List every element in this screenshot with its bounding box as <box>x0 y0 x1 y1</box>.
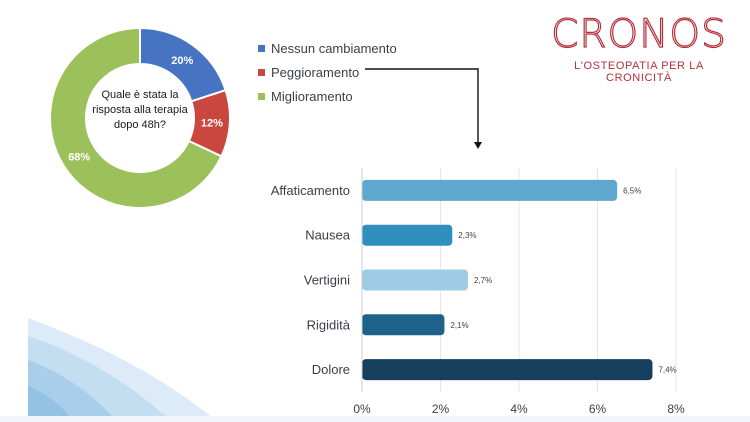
decorative-swoosh <box>28 318 218 422</box>
donut-slice-label: 68% <box>68 152 90 164</box>
legend-label: Peggioramento <box>271 64 360 80</box>
bar-value-label: 2,3% <box>458 231 476 240</box>
donut-chart: 20% 12% 68% <box>49 26 231 209</box>
bar-value-label: 2,1% <box>450 321 468 330</box>
bar-affaticamento <box>362 179 618 201</box>
bar-value-label: 6,5% <box>623 186 641 195</box>
category-label: Nausea <box>305 228 351 243</box>
category-label: Rigidità <box>307 317 351 332</box>
bar-vertigini <box>362 269 468 291</box>
legend-swatch <box>258 44 265 52</box>
bar-nausea <box>362 224 453 246</box>
x-tick-label: 8% <box>667 402 685 416</box>
legend-swatch <box>258 92 265 100</box>
category-label: Vertigini <box>304 273 350 288</box>
donut-legend: Nessun cambiamento Peggioramento Miglior… <box>258 36 397 108</box>
bar-value-label: 2,7% <box>474 276 492 285</box>
cronos-logo: CRONOS L'OSTEOPATIA PER LA CRONICITÀ <box>544 11 734 84</box>
legend-item-peggioramento: Peggioramento <box>258 60 397 84</box>
bar-dolore <box>362 359 653 381</box>
bar-chart: 0% 2% 4% 6% 8% Affaticamento 6,5% Nausea 2,3% Ver… <box>271 168 685 416</box>
donut-slice-label: 12% <box>201 118 223 130</box>
x-tick-label: 6% <box>589 402 607 416</box>
donut-slice-label: 20% <box>171 55 193 67</box>
legend-label: Nessun cambiamento <box>271 40 397 56</box>
category-label: Affaticamento <box>271 183 350 198</box>
donut-slice-2 <box>49 26 223 209</box>
legend-item-miglioramento: Miglioramento <box>258 84 397 108</box>
legend-connector-arrow <box>365 68 482 149</box>
bar-value-label: 7,4% <box>658 366 676 375</box>
legend-item-nessun-cambiamento: Nessun cambiamento <box>258 36 397 60</box>
footer-strip <box>0 416 750 422</box>
logo-tagline: L'OSTEOPATIA PER LA CRONICITÀ <box>574 60 704 84</box>
legend-label: Miglioramento <box>271 88 353 104</box>
x-tick-label: 2% <box>432 402 450 416</box>
logo-wordmark: CRONOS <box>551 11 727 57</box>
x-tick-label: 0% <box>353 402 371 416</box>
donut-center-question: Quale è stata la risposta alla terapia d… <box>92 89 188 131</box>
category-label: Dolore <box>312 362 350 377</box>
x-tick-label: 4% <box>510 402 528 416</box>
legend-swatch <box>258 68 265 76</box>
bar-rigidità <box>362 314 445 336</box>
